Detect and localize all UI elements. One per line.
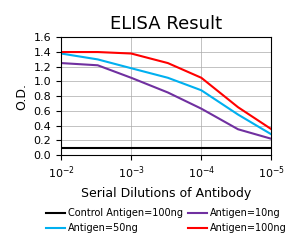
- Antigen=50ng: [166, 76, 170, 79]
- Antigen=10ng: [96, 64, 100, 67]
- Control Antigen=100ng: [200, 146, 203, 149]
- Control Antigen=100ng: [129, 146, 133, 149]
- X-axis label: Serial Dilutions of Antibody: Serial Dilutions of Antibody: [81, 187, 251, 200]
- Y-axis label: O.D.: O.D.: [15, 83, 28, 110]
- Title: ELISA Result: ELISA Result: [110, 15, 222, 33]
- Antigen=100ng: [236, 106, 240, 109]
- Antigen=100ng: [200, 76, 203, 79]
- Antigen=50ng: [96, 58, 100, 61]
- Legend: Control Antigen=100ng, Antigen=50ng, Antigen=10ng, Antigen=100ng: Control Antigen=100ng, Antigen=50ng, Ant…: [42, 204, 291, 237]
- Antigen=10ng: [166, 91, 170, 94]
- Antigen=100ng: [270, 128, 273, 131]
- Line: Antigen=50ng: Antigen=50ng: [61, 54, 272, 134]
- Antigen=10ng: [129, 76, 133, 79]
- Antigen=10ng: [200, 107, 203, 110]
- Control Antigen=100ng: [59, 146, 63, 149]
- Antigen=50ng: [59, 52, 63, 55]
- Antigen=50ng: [270, 133, 273, 136]
- Antigen=10ng: [270, 137, 273, 140]
- Antigen=100ng: [59, 50, 63, 53]
- Antigen=10ng: [236, 128, 240, 131]
- Line: Antigen=10ng: Antigen=10ng: [61, 63, 272, 139]
- Antigen=100ng: [129, 52, 133, 55]
- Antigen=50ng: [200, 89, 203, 92]
- Antigen=10ng: [59, 62, 63, 64]
- Control Antigen=100ng: [270, 146, 273, 149]
- Line: Antigen=100ng: Antigen=100ng: [61, 52, 272, 129]
- Antigen=100ng: [96, 50, 100, 53]
- Antigen=50ng: [129, 67, 133, 70]
- Antigen=50ng: [236, 113, 240, 116]
- Antigen=100ng: [166, 62, 170, 64]
